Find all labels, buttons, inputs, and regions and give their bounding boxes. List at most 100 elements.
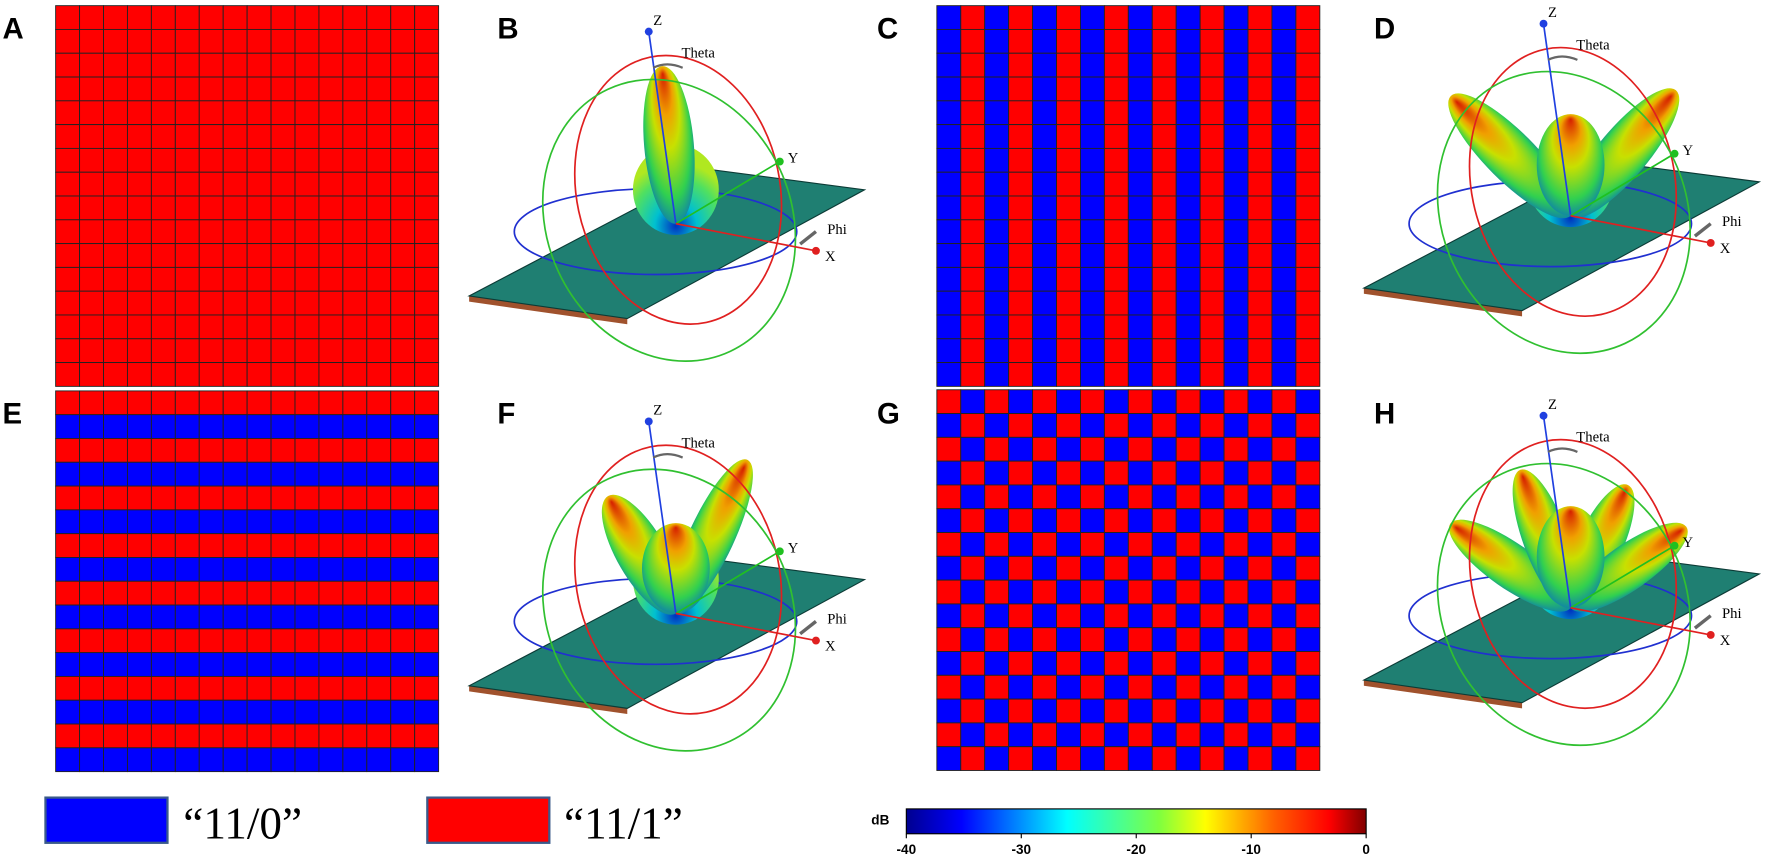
coding-cell — [984, 651, 1010, 676]
coding-cell — [222, 509, 248, 535]
coding-cell — [1223, 28, 1249, 54]
coding-cell — [1295, 195, 1321, 221]
coding-cell — [55, 171, 81, 197]
coding-cell — [55, 461, 81, 487]
coding-cell — [246, 219, 272, 245]
coding-cell — [1151, 243, 1177, 268]
coding-cell — [1080, 627, 1105, 652]
radiation-lobe — [1536, 506, 1605, 608]
coding-cell — [1103, 698, 1129, 724]
coding-cell — [1295, 508, 1321, 533]
coding-cell — [936, 338, 962, 364]
coding-cell — [246, 509, 272, 535]
coding-cell — [246, 747, 272, 773]
coding-cell — [342, 699, 368, 725]
coding-cell — [270, 290, 296, 316]
coding-cell — [318, 195, 344, 221]
z-axis-head — [644, 417, 653, 426]
coding-cell — [1032, 436, 1057, 462]
coding-cell — [1247, 28, 1273, 54]
coding-cell — [174, 485, 200, 511]
coding-cell — [1223, 389, 1249, 415]
axis-label: Phi — [1722, 606, 1742, 622]
coding-cell — [1199, 722, 1225, 748]
coding-cell — [246, 675, 272, 701]
coding-cell — [222, 243, 248, 268]
coding-cell — [126, 628, 152, 654]
coding-cell — [79, 243, 104, 268]
coding-cell — [1295, 171, 1321, 197]
coding-cell — [1295, 436, 1321, 462]
coding-cell — [1199, 219, 1225, 245]
coding-cell — [1127, 314, 1153, 340]
radiation-lobe — [643, 66, 695, 224]
coding-cell — [366, 723, 392, 749]
coding-cell — [366, 461, 392, 487]
coding-cell — [414, 628, 440, 654]
coding-cell — [150, 243, 176, 268]
coding-cell — [103, 652, 128, 677]
coding-cell — [270, 533, 296, 558]
coding-cell — [246, 438, 272, 463]
coding-cell — [366, 195, 392, 221]
y-axis-head — [1670, 541, 1679, 550]
coding-cell — [984, 508, 1010, 533]
coding-cell — [1008, 362, 1034, 387]
coding-cell — [1295, 290, 1321, 316]
coding-cell — [1175, 460, 1201, 486]
coding-cell — [318, 362, 344, 387]
coding-cell — [1223, 460, 1249, 486]
coding-cell — [1127, 338, 1153, 364]
coding-cell — [1295, 76, 1321, 102]
coding-cell — [55, 290, 81, 316]
coding-cell — [1247, 5, 1273, 30]
coding-cell — [198, 52, 224, 78]
coding-cell — [1080, 532, 1105, 557]
coding-cell — [1199, 76, 1225, 102]
coding-cell — [1247, 698, 1273, 724]
coding-cell — [390, 390, 416, 416]
coding-cell — [126, 314, 152, 340]
coding-cell — [1223, 219, 1249, 245]
coding-cell — [1056, 698, 1081, 724]
coding-cell — [198, 509, 224, 535]
coding-cell — [1103, 219, 1129, 245]
coding-cell — [126, 604, 152, 630]
coding-cell — [342, 390, 368, 416]
coding-cell — [1127, 219, 1153, 245]
coding-cell — [174, 747, 200, 773]
coding-cell — [960, 362, 986, 387]
coding-cell — [294, 557, 320, 582]
coding-cell — [1032, 698, 1057, 724]
coding-cell — [1103, 413, 1129, 438]
coding-cell — [984, 722, 1010, 748]
radiation-lobe — [1448, 519, 1573, 612]
coding-cell — [294, 699, 320, 725]
coding-cell — [1271, 389, 1297, 415]
coding-cell — [984, 555, 1010, 581]
coding-cell — [294, 723, 320, 749]
coding-cell — [1103, 5, 1129, 30]
coding-cell — [150, 580, 176, 606]
phi-arrow — [799, 230, 818, 246]
z-axis-head — [644, 27, 653, 36]
metasurface-slab — [467, 168, 867, 320]
coding-cell — [366, 557, 392, 582]
coding-cell — [984, 28, 1010, 54]
coding-cell — [1247, 124, 1273, 149]
coding-cell — [390, 438, 416, 463]
coding-cell — [414, 147, 440, 173]
coding-cell — [246, 338, 272, 364]
coding-cell — [198, 675, 224, 701]
coding-cell — [270, 675, 296, 701]
colorbar-tick-label: -20 — [1126, 842, 1146, 857]
coding-cell — [1151, 698, 1177, 724]
coding-cell — [246, 557, 272, 582]
coding-cell — [270, 52, 296, 78]
coding-cell — [270, 147, 296, 173]
coding-cell — [390, 509, 416, 535]
coding-cell — [342, 124, 368, 149]
radiation-plot: Z Theta Y Phi X — [1362, 5, 1762, 355]
coding-cell — [1295, 52, 1321, 78]
coding-cell — [1080, 362, 1105, 387]
